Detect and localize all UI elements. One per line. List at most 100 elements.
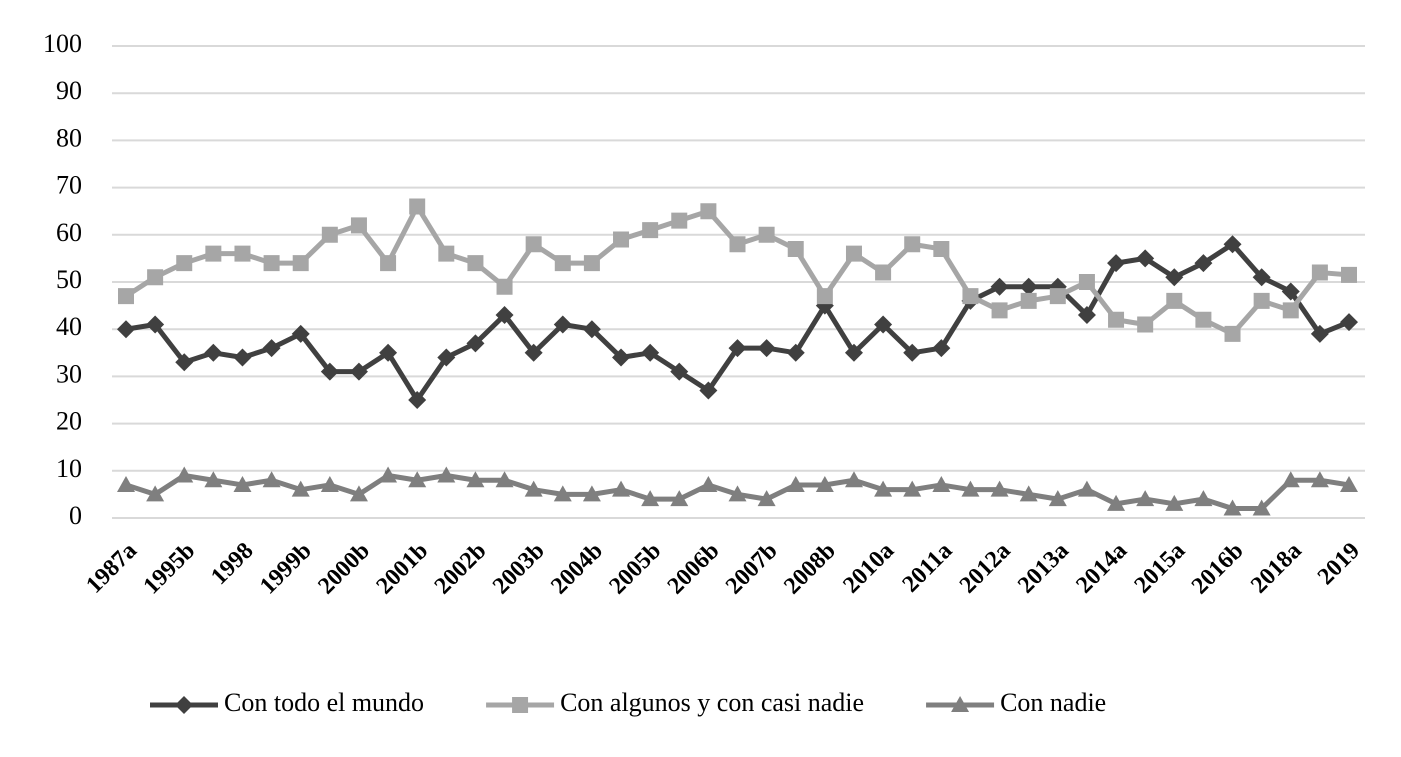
marker <box>467 255 484 272</box>
marker <box>466 334 485 353</box>
marker <box>262 339 281 358</box>
marker <box>495 471 514 488</box>
y-tick-label: 50 <box>56 265 82 294</box>
marker <box>409 198 426 215</box>
marker <box>642 222 659 239</box>
marker <box>1223 499 1242 516</box>
marker <box>263 255 280 272</box>
x-tick-label: 2000b <box>313 538 375 600</box>
x-tick-label: 2015a <box>1130 538 1191 599</box>
marker <box>1165 494 1184 511</box>
marker <box>874 480 893 497</box>
marker <box>874 315 893 334</box>
marker <box>844 343 863 362</box>
marker <box>438 245 455 262</box>
marker <box>729 236 746 253</box>
marker <box>1194 254 1213 273</box>
marker <box>757 490 776 507</box>
legend-item: Con algunos y con casi nadie <box>486 688 864 717</box>
x-tick-label: 1998 <box>206 538 258 590</box>
marker <box>904 236 921 253</box>
marker <box>1107 254 1126 273</box>
y-tick-label: 100 <box>43 29 82 58</box>
x-tick-label: 2006b <box>663 538 725 600</box>
marker <box>554 255 571 272</box>
y-tick-label: 20 <box>56 407 82 436</box>
marker <box>1048 490 1067 507</box>
x-tick-label: 2012a <box>955 538 1016 599</box>
marker <box>728 485 747 502</box>
x-tick-label: 2007b <box>721 538 783 600</box>
x-tick-label: 1999b <box>255 538 317 600</box>
marker <box>641 343 660 362</box>
marker <box>815 475 834 492</box>
marker <box>1311 264 1328 281</box>
marker <box>1165 268 1184 287</box>
y-tick-label: 90 <box>56 76 82 105</box>
marker <box>1136 490 1155 507</box>
marker <box>379 343 398 362</box>
marker <box>903 343 922 362</box>
marker <box>1310 471 1329 488</box>
y-tick-label: 30 <box>56 359 82 388</box>
x-tick-label: 2016b <box>1187 538 1249 600</box>
marker <box>1137 316 1154 333</box>
y-tick-label: 0 <box>69 501 82 530</box>
x-tick-label: 2013a <box>1013 538 1074 599</box>
x-tick-label: 2004b <box>546 538 608 600</box>
x-tick-label: 2001b <box>372 538 434 600</box>
marker <box>1077 480 1096 497</box>
marker <box>845 245 862 262</box>
marker <box>176 255 193 272</box>
marker <box>670 490 689 507</box>
marker <box>496 278 513 295</box>
marker <box>321 226 338 243</box>
x-tick-label: 2010a <box>838 538 899 599</box>
marker <box>292 255 309 272</box>
marker <box>147 269 164 286</box>
marker <box>757 339 776 358</box>
x-tick-label: 2003b <box>488 538 550 600</box>
marker <box>175 466 194 483</box>
marker <box>1341 266 1357 283</box>
marker <box>204 471 223 488</box>
marker <box>875 264 892 281</box>
legend-label: Con nadie <box>1000 688 1106 717</box>
marker <box>175 696 193 714</box>
marker <box>525 236 542 253</box>
marker <box>1340 313 1358 332</box>
x-tick-label: 1995b <box>139 538 201 600</box>
marker <box>582 485 601 502</box>
marker <box>234 245 251 262</box>
marker <box>349 485 368 502</box>
marker <box>582 320 601 339</box>
marker <box>408 471 427 488</box>
marker <box>1136 249 1155 268</box>
x-tick-label: 1987a <box>81 538 142 599</box>
marker <box>233 475 252 492</box>
marker <box>1340 475 1358 492</box>
marker <box>671 212 688 229</box>
marker <box>787 240 804 257</box>
y-tick-label: 10 <box>56 454 82 483</box>
marker <box>1281 282 1300 301</box>
marker <box>758 226 775 243</box>
marker <box>408 391 427 409</box>
marker <box>1252 268 1271 287</box>
x-tick-label: 2011a <box>898 538 958 598</box>
marker <box>205 245 222 262</box>
marker <box>380 255 397 272</box>
marker <box>699 381 718 400</box>
marker <box>583 255 600 272</box>
legend-item: Con todo el mundo <box>150 688 424 717</box>
marker <box>379 466 398 483</box>
marker <box>961 480 980 497</box>
marker <box>320 362 339 381</box>
y-tick-label: 60 <box>56 218 82 247</box>
marker <box>350 217 367 234</box>
marker <box>437 466 456 483</box>
marker <box>1107 494 1126 511</box>
marker <box>612 348 631 367</box>
marker <box>932 339 951 358</box>
marker <box>117 475 135 492</box>
